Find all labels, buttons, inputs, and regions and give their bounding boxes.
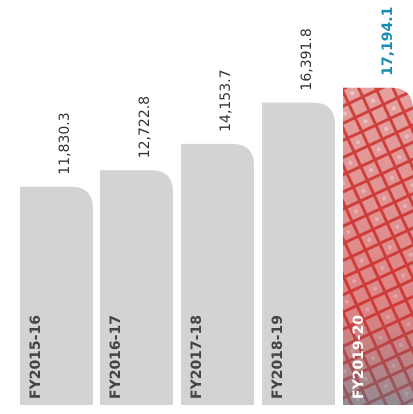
bar <box>181 143 254 405</box>
bar <box>262 102 335 405</box>
value-label: 17,194.1 <box>380 7 396 76</box>
bar <box>20 186 93 405</box>
category-label: FY2015-16 <box>28 315 44 399</box>
category-label: FY2018-19 <box>270 315 286 399</box>
category-label: FY2017-18 <box>189 315 205 399</box>
bar <box>100 170 173 405</box>
category-label: FY2016-17 <box>108 315 124 399</box>
value-label: 14,153.7 <box>218 70 234 132</box>
value-label: 16,391.8 <box>299 28 315 90</box>
value-label: 11,830.3 <box>57 112 73 174</box>
bar-shade <box>343 87 413 405</box>
category-label: FY2019-20 <box>351 315 367 399</box>
value-label: 12,722.8 <box>137 96 153 158</box>
